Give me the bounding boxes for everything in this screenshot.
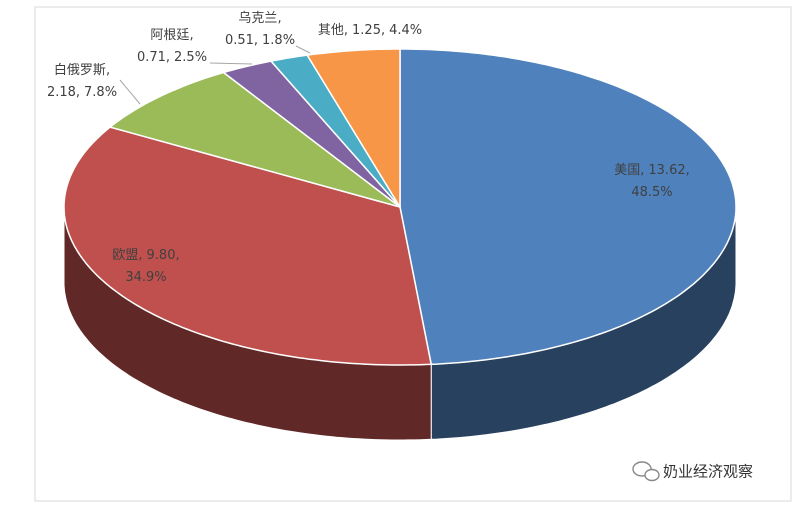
label-separator: , bbox=[640, 163, 644, 178]
data-label: 其他, 1.25, 4.4% bbox=[318, 23, 422, 38]
label-separator: , bbox=[166, 50, 170, 65]
label-part: 9.80 bbox=[147, 248, 176, 263]
label-separator: , bbox=[277, 11, 281, 26]
label-part: 0.71 bbox=[137, 50, 166, 65]
label-part: 2.18 bbox=[47, 85, 76, 100]
watermark: 奶业经济观察 bbox=[663, 463, 753, 481]
label-part: 2.5% bbox=[174, 50, 207, 65]
leader-line bbox=[209, 62, 253, 65]
label-separator: , bbox=[254, 33, 258, 48]
label-separator: , bbox=[189, 28, 193, 43]
label-part: 7.8% bbox=[84, 85, 117, 100]
label-part: 阿根廷 bbox=[150, 28, 189, 43]
slice bbox=[221, 60, 401, 208]
watermark-icon bbox=[644, 468, 660, 482]
label-separator: , bbox=[175, 248, 179, 263]
slice bbox=[399, 48, 737, 366]
label-part: 1.8% bbox=[262, 33, 295, 48]
data-label: 欧盟, 9.80, 34.9% bbox=[112, 248, 179, 285]
watermark-group: 奶业经济观察 bbox=[632, 461, 753, 482]
label-separator: , bbox=[686, 163, 690, 178]
slice bbox=[108, 71, 401, 208]
label-part: 48.5% bbox=[631, 185, 672, 200]
label-part: 欧盟 bbox=[112, 248, 138, 263]
data-label: 美国, 13.62, 48.5% bbox=[614, 163, 690, 200]
data-label: 阿根廷, 0.71, 2.5% bbox=[137, 28, 207, 65]
label-separator: , bbox=[344, 23, 348, 38]
slice bbox=[63, 126, 433, 366]
label-separator: , bbox=[138, 248, 142, 263]
leader-line bbox=[295, 45, 311, 54]
label-separator: , bbox=[76, 85, 80, 100]
slice bbox=[269, 54, 401, 208]
label-part: 0.51 bbox=[225, 33, 254, 48]
leader-line bbox=[119, 79, 141, 105]
data-label: 白俄罗斯, 2.18, 7.8% bbox=[47, 62, 117, 100]
label-part: 乌克兰 bbox=[238, 10, 277, 26]
label-part: 其他 bbox=[318, 23, 344, 38]
label-part: 美国 bbox=[614, 163, 640, 178]
label-separator: , bbox=[381, 23, 385, 38]
label-part: 13.62 bbox=[648, 163, 685, 178]
label-separator: , bbox=[106, 63, 110, 78]
label-part: 4.4% bbox=[389, 23, 422, 38]
data-label: 乌克兰, 0.51, 1.8% bbox=[225, 10, 295, 48]
slice bbox=[305, 48, 401, 210]
label-part: 1.25 bbox=[352, 23, 381, 38]
label-part: 白俄罗斯 bbox=[54, 62, 106, 78]
label-part: 34.9% bbox=[125, 270, 166, 285]
